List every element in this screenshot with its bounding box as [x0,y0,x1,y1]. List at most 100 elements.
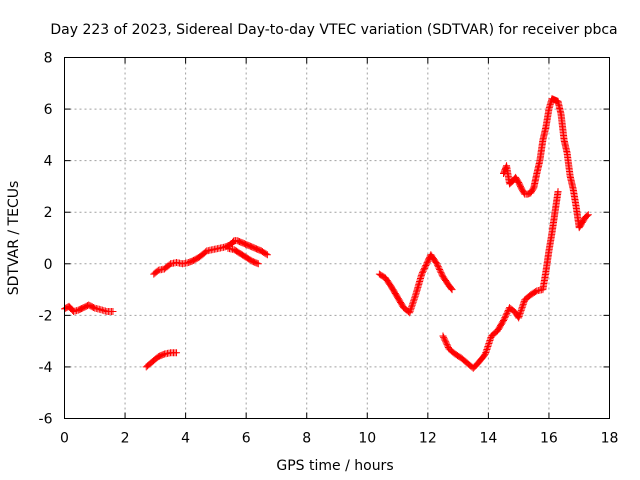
data-point [481,350,489,358]
data-point [484,343,492,351]
data-point [502,311,510,319]
data-point [517,308,525,316]
data-point [437,268,445,276]
data-point [435,264,443,272]
data-point [448,286,456,294]
data-point [502,312,510,320]
data-point [109,307,117,315]
data-point [500,317,508,325]
data-point [518,303,526,311]
data-point [440,335,448,343]
data-point [519,300,527,308]
data-point [419,267,427,275]
data-point [436,267,444,275]
data-point [504,308,512,316]
series-segment-2 [142,349,181,371]
data-point [485,338,493,346]
grid-lines [64,57,610,419]
y-tick-label: 0 [44,257,53,273]
y-tick-label: 6 [44,102,53,118]
data-point [434,261,442,269]
series-segment-1 [61,301,117,315]
data-marks [61,95,592,372]
y-tick-labels: -6 -4 -2 0 2 4 6 8 [39,51,53,428]
data-point [515,314,523,322]
data-point [442,339,450,347]
data-point [444,342,452,350]
data-point [503,309,511,317]
data-point [441,336,449,344]
x-tick-label: 8 [302,431,311,447]
data-point [408,301,416,309]
series-segment-6 [439,188,562,372]
y-tick-label: 4 [44,154,53,170]
y-axis-label: SDTVAR / TECUs [6,181,22,296]
y-tick-label: -6 [39,412,53,428]
data-point [420,266,428,274]
x-tick-label: 12 [419,431,437,447]
data-point [407,306,415,314]
data-point [409,300,417,308]
data-point [554,188,562,196]
data-point [443,341,451,349]
data-point [486,336,494,344]
data-point [411,292,419,300]
data-point [433,260,441,268]
data-point [483,346,491,354]
data-point [516,309,524,317]
x-tick-label: 18 [601,431,619,447]
data-point [410,295,418,303]
data-point [408,303,416,311]
x-axis-label: GPS time / hours [276,458,393,474]
x-tick-label: 0 [60,431,69,447]
x-tick-label: 10 [358,431,376,447]
data-point [520,299,528,307]
data-point [440,333,448,341]
x-tick-labels: 0 2 4 6 8 10 12 14 16 18 [60,431,618,447]
y-tick-label: 8 [44,51,53,67]
data-point [447,285,455,293]
data-point [517,306,525,314]
y-tick-label: 2 [44,205,53,221]
data-point [515,312,523,320]
data-point [483,344,491,352]
data-point [411,294,419,302]
x-tick-label: 16 [540,431,558,447]
data-point [418,270,426,278]
x-tick-label: 14 [479,431,497,447]
data-point [253,259,261,267]
data-point [406,307,414,315]
data-point [484,341,492,349]
data-point [409,298,417,306]
plot-frame [64,57,610,419]
data-point [434,263,442,271]
chart-title: Day 223 of 2023, Sidereal Day-to-day VTE… [50,22,617,38]
data-point [583,212,591,220]
data-point [262,250,270,258]
data-point [482,349,490,357]
x-tick-label: 4 [181,431,190,447]
data-point [482,347,490,355]
data-point [407,304,415,312]
data-point [584,211,592,219]
data-point [442,338,450,346]
data-point [420,264,428,272]
series-segment-5 [375,251,456,317]
series-segment-3 [150,237,271,278]
data-point [500,315,508,323]
data-point [421,263,429,271]
data-point [410,297,418,305]
x-tick-label: 2 [121,431,130,447]
series-segment-4 [224,244,262,268]
data-point [254,260,262,268]
data-point [518,305,526,313]
data-point [173,349,181,357]
data-point [485,340,493,348]
data-point [486,335,494,343]
data-point [406,309,414,317]
x-tick-label: 6 [242,431,251,447]
series-segment-7 [500,95,592,232]
data-point [516,311,524,319]
data-point [418,269,426,277]
